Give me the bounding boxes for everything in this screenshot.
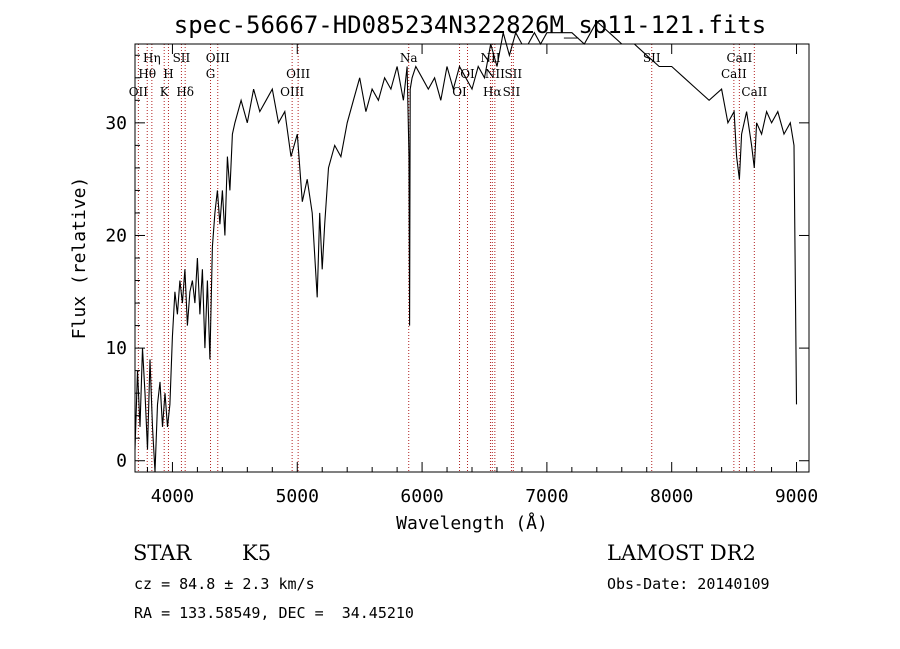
line-marker-label: CaII (726, 51, 752, 65)
line-marker-label: SII (503, 85, 521, 99)
line-marker-label: OII (129, 85, 149, 99)
line-marker-label: SII (504, 67, 522, 81)
spectrum-line (134, 20, 798, 473)
line-marker-label: CaII (721, 67, 747, 81)
line-marker-label: Hδ (176, 85, 194, 99)
line-marker-label: OI (452, 85, 467, 99)
x-tick-label: 6000 (400, 486, 443, 507)
coordinates: RA = 133.58549, DEC = 34.45210 (134, 604, 414, 622)
line-marker-label: Na (400, 51, 418, 65)
line-marker-label: OIII (206, 51, 230, 65)
line-marker-label: K (160, 85, 170, 99)
line-marker-label: OIII (286, 67, 310, 81)
y-axis: 0 10 20 30 (105, 54, 809, 472)
line-marker-label: NII (485, 67, 505, 81)
x-tick-label: 5000 (276, 486, 319, 507)
x-tick-label: 9000 (775, 486, 818, 507)
line-marker-label: G (206, 67, 216, 81)
line-marker-label: Hα (483, 85, 502, 99)
y-tick-label: 10 (105, 338, 127, 359)
x-axis: 4000 5000 6000 7000 8000 9000 (146, 44, 818, 507)
y-tick-label: 20 (105, 225, 127, 246)
x-tick-label: 7000 (525, 486, 568, 507)
object-subclass: K5 (242, 541, 272, 565)
emission-line-markers: OIIHθHηKHSIIHδOIIIGOIIIOIIINaOIOINIIHαNI… (129, 44, 767, 472)
plot-frame (134, 43, 810, 473)
line-marker-label: H (163, 67, 173, 81)
line-marker-label: CaII (741, 85, 767, 99)
x-axis-label: Wavelength (Å) (396, 512, 548, 534)
y-axis-label: Flux (relative) (69, 177, 90, 340)
y-tick-label: 0 (116, 451, 127, 472)
line-marker-label: Hη (143, 51, 161, 65)
survey-name: LAMOST DR2 (607, 541, 756, 565)
observation-date: Obs-Date: 20140109 (607, 575, 770, 593)
line-marker-label: OI (460, 67, 475, 81)
y-tick-label: 30 (105, 113, 127, 134)
object-class: STAR (133, 541, 192, 565)
line-marker-label: SII (173, 51, 191, 65)
x-tick-label: 4000 (151, 486, 194, 507)
line-marker-label: OIII (280, 85, 304, 99)
line-marker-label: SII (643, 51, 661, 65)
line-marker-label: Hθ (138, 67, 156, 81)
chart-title: spec-56667-HD085234N322826M_sp11-121.fit… (174, 11, 766, 39)
redshift-velocity: cz = 84.8 ± 2.3 km/s (134, 575, 315, 593)
x-tick-label: 8000 (650, 486, 693, 507)
